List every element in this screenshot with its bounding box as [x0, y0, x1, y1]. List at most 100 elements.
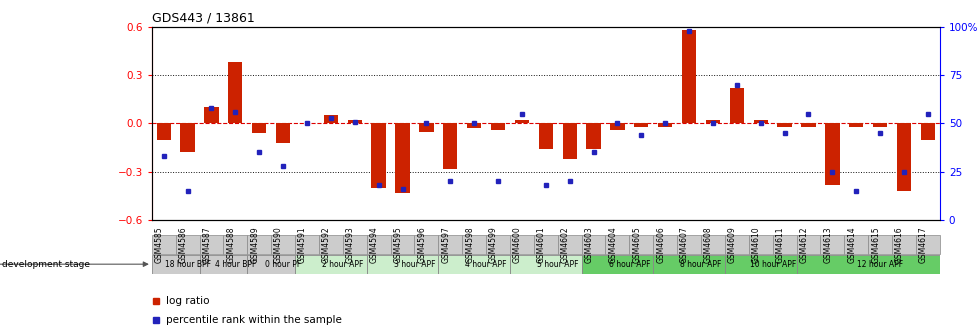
Bar: [824, 124, 839, 185]
Text: GSM4602: GSM4602: [560, 226, 569, 263]
Text: percentile rank within the sample: percentile rank within the sample: [165, 314, 341, 325]
Bar: [682, 30, 695, 124]
Text: 8 hour APF: 8 hour APF: [680, 260, 721, 269]
Bar: [796, 235, 820, 254]
Text: GSM4611: GSM4611: [775, 226, 783, 263]
Bar: [175, 235, 200, 254]
Bar: [604, 235, 629, 254]
Text: 6 hour APF: 6 hour APF: [608, 260, 649, 269]
Bar: [581, 255, 652, 274]
Text: GSM4606: GSM4606: [655, 226, 664, 263]
Bar: [581, 235, 604, 254]
Bar: [586, 124, 600, 149]
Bar: [510, 255, 581, 274]
Text: GSM4596: GSM4596: [417, 226, 426, 263]
Bar: [919, 124, 934, 139]
Bar: [652, 255, 724, 274]
Text: 12 hour APF: 12 hour APF: [856, 260, 903, 269]
Bar: [562, 124, 576, 159]
Bar: [490, 124, 505, 130]
Text: GSM4587: GSM4587: [202, 226, 211, 263]
Bar: [294, 255, 367, 274]
Bar: [753, 120, 767, 124]
Text: log ratio: log ratio: [165, 296, 209, 306]
Bar: [820, 235, 843, 254]
Bar: [367, 235, 390, 254]
Bar: [891, 235, 915, 254]
Bar: [652, 235, 677, 254]
Bar: [200, 235, 223, 254]
Text: development stage: development stage: [2, 260, 90, 269]
Text: 4 hour BPF: 4 hour BPF: [214, 260, 256, 269]
Bar: [204, 108, 218, 124]
Text: GSM4616: GSM4616: [894, 226, 903, 263]
Text: GSM4595: GSM4595: [393, 226, 402, 263]
Bar: [247, 235, 271, 254]
Text: GSM4592: GSM4592: [322, 226, 331, 263]
Bar: [609, 124, 624, 130]
Text: GSM4597: GSM4597: [441, 226, 450, 263]
Text: GSM4588: GSM4588: [226, 226, 235, 263]
Bar: [629, 235, 652, 254]
Text: GSM4599: GSM4599: [489, 226, 498, 263]
Bar: [228, 62, 243, 124]
Text: GSM4594: GSM4594: [370, 226, 378, 263]
Bar: [700, 235, 724, 254]
Bar: [748, 235, 772, 254]
Bar: [395, 124, 409, 193]
Bar: [467, 124, 481, 128]
Bar: [438, 255, 510, 274]
Text: GSM4604: GSM4604: [607, 226, 617, 263]
Bar: [200, 255, 247, 274]
Bar: [872, 124, 886, 127]
Bar: [724, 255, 796, 274]
Text: GSM4605: GSM4605: [632, 226, 641, 263]
Text: GDS443 / 13861: GDS443 / 13861: [152, 11, 254, 24]
Bar: [443, 124, 457, 169]
Bar: [724, 235, 748, 254]
Text: 4 hour APF: 4 hour APF: [465, 260, 507, 269]
Bar: [486, 235, 510, 254]
Bar: [705, 120, 720, 124]
Text: 10 hour APF: 10 hour APF: [749, 260, 795, 269]
Text: GSM4613: GSM4613: [822, 226, 831, 263]
Text: GSM4585: GSM4585: [155, 226, 163, 263]
Bar: [677, 235, 700, 254]
Text: GSM4610: GSM4610: [751, 226, 760, 263]
Bar: [801, 124, 815, 127]
Bar: [772, 235, 796, 254]
Text: 18 hour BPF: 18 hour BPF: [164, 260, 210, 269]
Text: GSM4614: GSM4614: [846, 226, 856, 263]
Bar: [294, 235, 319, 254]
Text: GSM4603: GSM4603: [584, 226, 593, 263]
Bar: [324, 116, 337, 124]
Text: GSM4600: GSM4600: [512, 226, 521, 263]
Bar: [729, 88, 743, 124]
Bar: [510, 235, 533, 254]
Bar: [180, 124, 195, 153]
Bar: [915, 235, 939, 254]
Bar: [251, 124, 266, 133]
Bar: [462, 235, 486, 254]
Bar: [419, 124, 433, 131]
Text: GSM4608: GSM4608: [703, 226, 712, 263]
Bar: [390, 235, 414, 254]
Bar: [223, 235, 247, 254]
Bar: [156, 124, 171, 139]
Text: GSM4586: GSM4586: [178, 226, 188, 263]
Text: GSM4593: GSM4593: [345, 226, 354, 263]
Bar: [152, 235, 175, 254]
Bar: [367, 255, 438, 274]
Bar: [843, 235, 867, 254]
Bar: [514, 120, 528, 124]
Text: GSM4615: GSM4615: [870, 226, 879, 263]
Bar: [414, 235, 438, 254]
Bar: [342, 235, 367, 254]
Bar: [538, 124, 553, 149]
Bar: [634, 124, 647, 127]
Text: GSM4598: GSM4598: [465, 226, 473, 263]
Bar: [557, 235, 581, 254]
Text: 0 hour PF: 0 hour PF: [265, 260, 301, 269]
Bar: [796, 255, 939, 274]
Bar: [533, 235, 557, 254]
